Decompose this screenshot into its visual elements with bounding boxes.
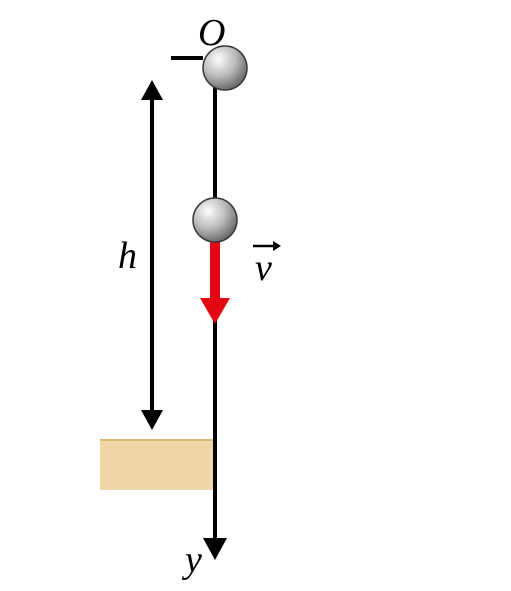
velocity-vector-head	[200, 298, 230, 324]
label-velocity: v	[255, 247, 272, 289]
label-origin: O	[198, 12, 225, 54]
ground-block	[100, 440, 215, 490]
height-arrow-up	[141, 80, 163, 100]
height-arrow-down	[141, 410, 163, 430]
label-axis_y: y	[181, 539, 202, 581]
label-velocity-vector-head	[273, 241, 281, 251]
label-height: h	[118, 235, 137, 277]
ball-mid	[193, 198, 237, 242]
y-axis-arrowhead	[203, 538, 227, 560]
